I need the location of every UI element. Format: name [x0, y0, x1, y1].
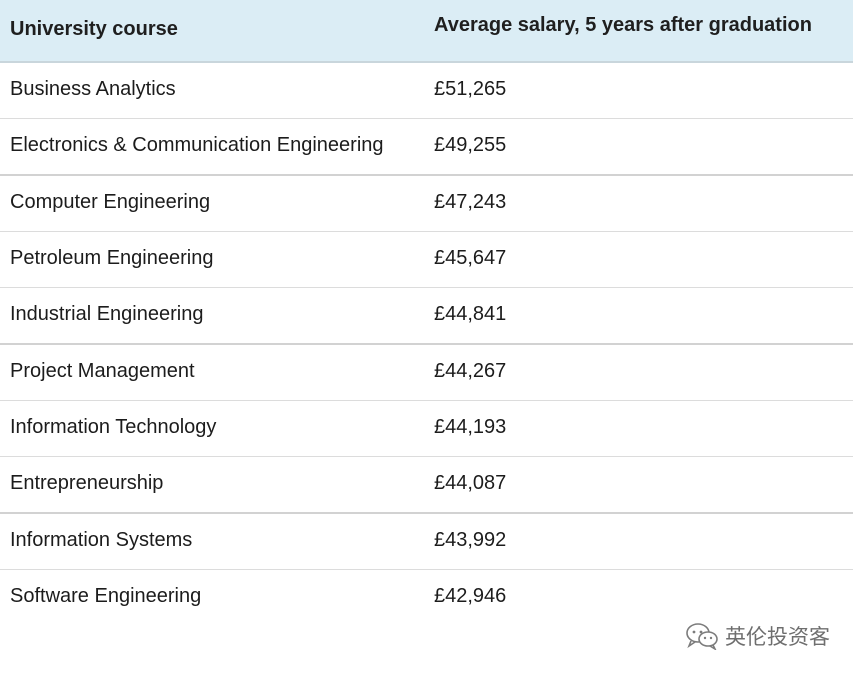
salary-cell: £44,087 — [424, 456, 853, 514]
course-cell: Business Analytics — [0, 62, 424, 119]
salary-cell: £47,243 — [424, 175, 853, 232]
salary-cell: £51,265 — [424, 62, 853, 119]
course-cell: Entrepreneurship — [0, 456, 424, 514]
course-cell: Project Management — [0, 344, 424, 401]
table-row: Information Systems £43,992 — [0, 513, 853, 570]
course-cell: Information Systems — [0, 513, 424, 570]
course-cell: Industrial Engineering — [0, 287, 424, 345]
table-header: University course Average salary, 5 year… — [0, 0, 853, 63]
table-row: Petroleum Engineering £45,647 — [0, 231, 853, 288]
watermark-text: 英伦投资客 — [725, 625, 830, 649]
salary-cell: £44,267 — [424, 344, 853, 401]
table-row: Industrial Engineering £44,841 — [0, 287, 853, 345]
salary-cell: £44,841 — [424, 287, 853, 345]
salary-cell: £42,946 — [434, 585, 507, 607]
salary-cell: £49,255 — [424, 118, 853, 176]
wechat-icon — [686, 623, 718, 650]
column-header-course: University course — [0, 0, 424, 63]
header-row: University course Average salary, 5 year… — [0, 0, 853, 63]
course-cell: Petroleum Engineering — [0, 231, 424, 288]
table-row: Electronics & Communication Engineering … — [0, 118, 853, 176]
salary-cell: £43,992 — [424, 513, 853, 570]
course-cell: Electronics & Communication Engineering — [0, 118, 424, 176]
table-row: Software Engineering £42,946 — [0, 570, 853, 626]
table-row: Business Analytics £51,265 — [0, 62, 853, 119]
course-cell: Computer Engineering — [0, 175, 424, 232]
column-header-salary: Average salary, 5 years after graduation — [424, 0, 853, 63]
table-row: Information Technology £44,193 — [0, 400, 853, 457]
table-row: Project Management £44,267 — [0, 344, 853, 401]
table-row: Computer Engineering £47,243 — [0, 175, 853, 232]
salary-table: University course Average salary, 5 year… — [0, 0, 853, 625]
course-cell: Information Technology — [0, 400, 424, 457]
watermark: 英伦投资客 — [685, 621, 830, 651]
course-cell: Software Engineering — [10, 585, 202, 607]
salary-cell: £44,193 — [424, 400, 853, 457]
table-row: Entrepreneurship £44,087 — [0, 456, 853, 514]
salary-cell: £45,647 — [424, 231, 853, 288]
table-body: Business Analytics £51,265 Electronics &… — [0, 62, 853, 625]
